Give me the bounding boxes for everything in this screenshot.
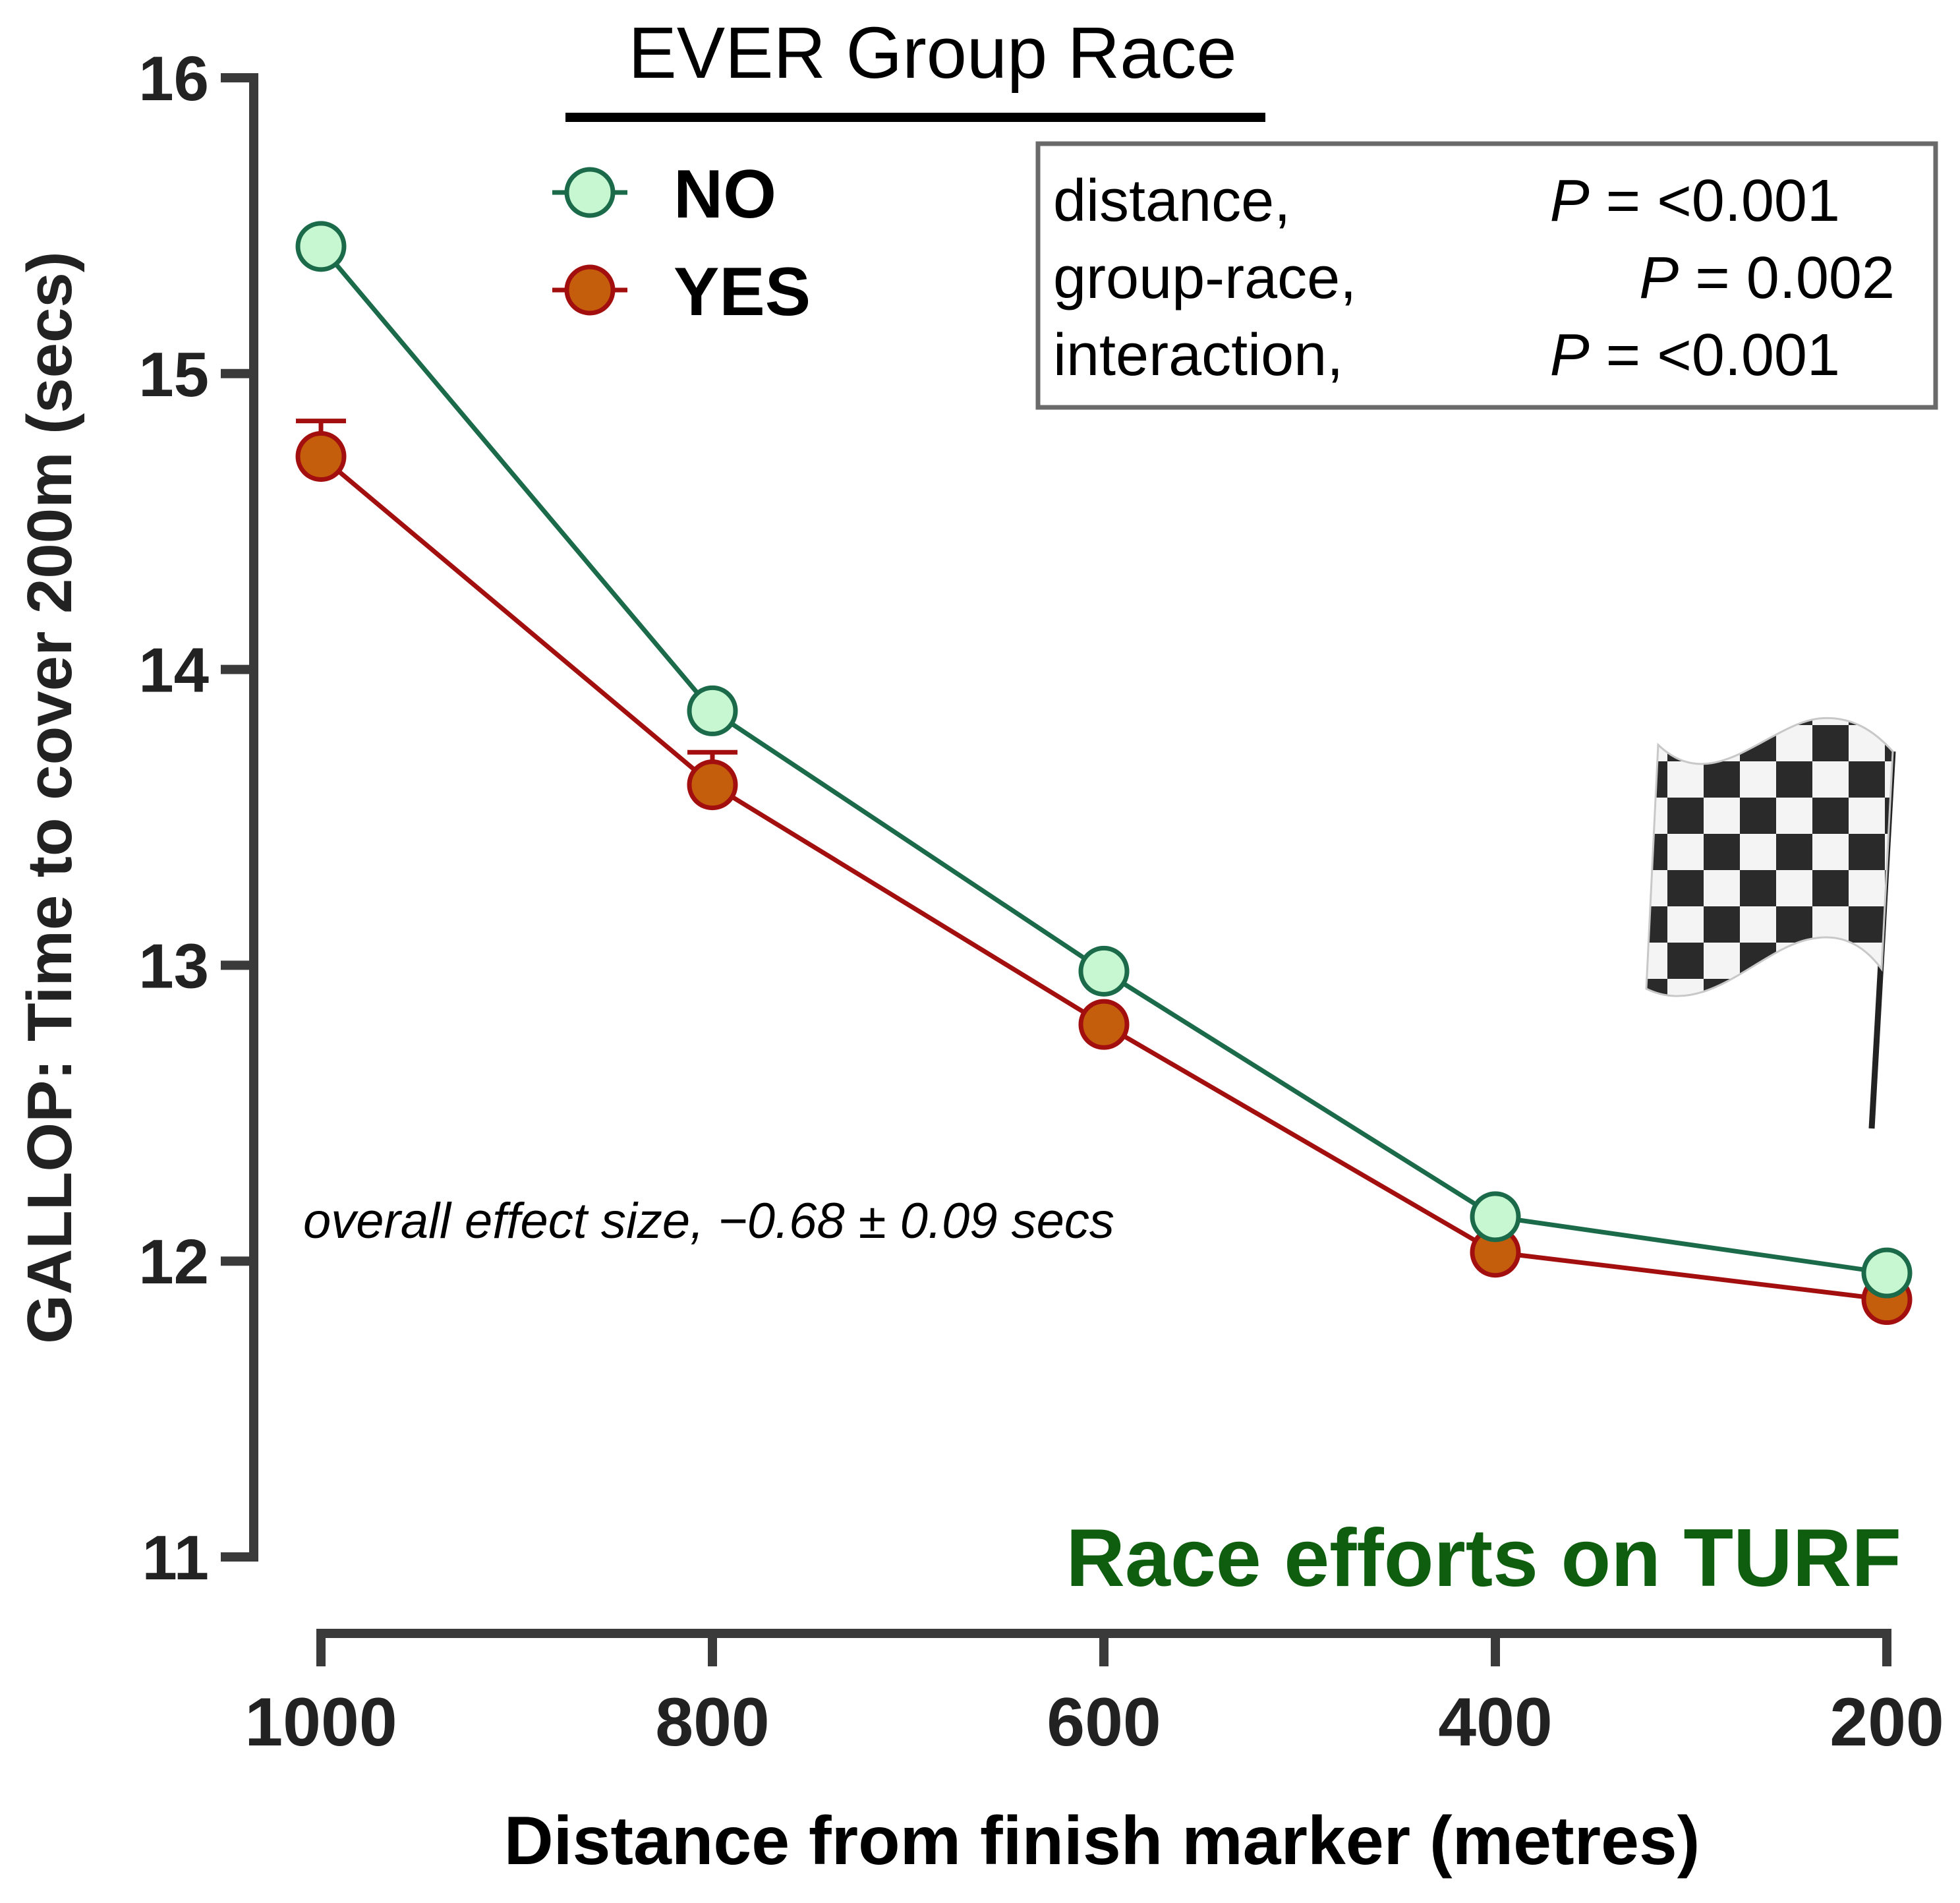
legend-no-label: NO: [674, 156, 776, 233]
stats-box: distance, P = <0.001 group-race, P = 0.0…: [1035, 141, 1938, 410]
legend-yes-label: YES: [674, 254, 811, 330]
series-no-point-800: [687, 685, 738, 736]
legend-title: EVER Group Race: [628, 13, 1236, 94]
x-tick-label-200: 200: [1830, 1684, 1944, 1761]
series-no-point-400: [1470, 1191, 1521, 1243]
x-axis-label: Distance from finish marker (metres): [504, 1803, 1700, 1879]
y-tick-label-15: 15: [138, 339, 209, 410]
y-tick-label-11: 11: [142, 1523, 209, 1593]
y-tick-label-14: 14: [138, 635, 209, 706]
stats-distance-p: P: [1550, 168, 1590, 234]
series-yes-point-600: [1078, 999, 1130, 1050]
stats-group-p: P: [1639, 245, 1679, 311]
y-tick-label-12: 12: [138, 1227, 209, 1297]
series-yes-point-1000: [295, 430, 347, 482]
stats-distance-label: distance,: [1053, 168, 1290, 234]
x-tick-label-400: 400: [1438, 1684, 1553, 1761]
legend: NO YES: [552, 156, 811, 330]
series-layer: [295, 221, 1913, 1326]
legend-no-marker: [564, 167, 616, 218]
stats-interaction-label: interaction,: [1053, 322, 1343, 388]
series-no-point-1000: [295, 221, 347, 272]
x-axis: 1000 800 600 400 200: [245, 1629, 1944, 1761]
series-no: [295, 221, 1913, 1299]
series-no-point-600: [1078, 945, 1130, 997]
stats-distance-pvalue: = <0.001: [1590, 168, 1840, 234]
stats-group-label: group-race,: [1053, 245, 1356, 311]
y-axis-label: GALLOP: Time to cover 200m (secs): [14, 251, 85, 1343]
legend-item-no: NO: [552, 156, 776, 233]
stats-interaction-p: P: [1550, 322, 1590, 388]
effect-size-annotation: overall effect size, −0.68 ± 0.09 secs: [303, 1193, 1114, 1249]
x-tick-label-800: 800: [655, 1684, 770, 1761]
x-tick-label-1000: 1000: [245, 1684, 397, 1761]
stats-interaction-value: P = <0.001: [1550, 322, 1840, 388]
series-yes-point-800: [687, 759, 738, 811]
y-tick-label-16: 16: [138, 44, 209, 114]
stats-group-value: P = 0.002: [1639, 245, 1895, 311]
stats-distance-value: P = <0.001: [1550, 168, 1840, 234]
stats-interaction-pvalue: = <0.001: [1590, 322, 1840, 388]
flag-cloth: [1645, 717, 1894, 997]
checkered-flag-icon: [1645, 717, 1896, 1129]
series-no-point-200: [1861, 1247, 1913, 1299]
legend-item-yes: YES: [552, 254, 811, 330]
x-tick-label-600: 600: [1047, 1684, 1161, 1761]
legend-yes-marker: [564, 264, 616, 316]
chart-subtitle: Race efforts on TURF: [1066, 1513, 1901, 1604]
stats-group-pvalue: = 0.002: [1679, 245, 1895, 311]
y-axis: 11 12 13 14 15 16: [138, 44, 258, 1593]
stats-box-border: [1035, 141, 1938, 410]
y-tick-label-13: 13: [138, 931, 209, 1001]
